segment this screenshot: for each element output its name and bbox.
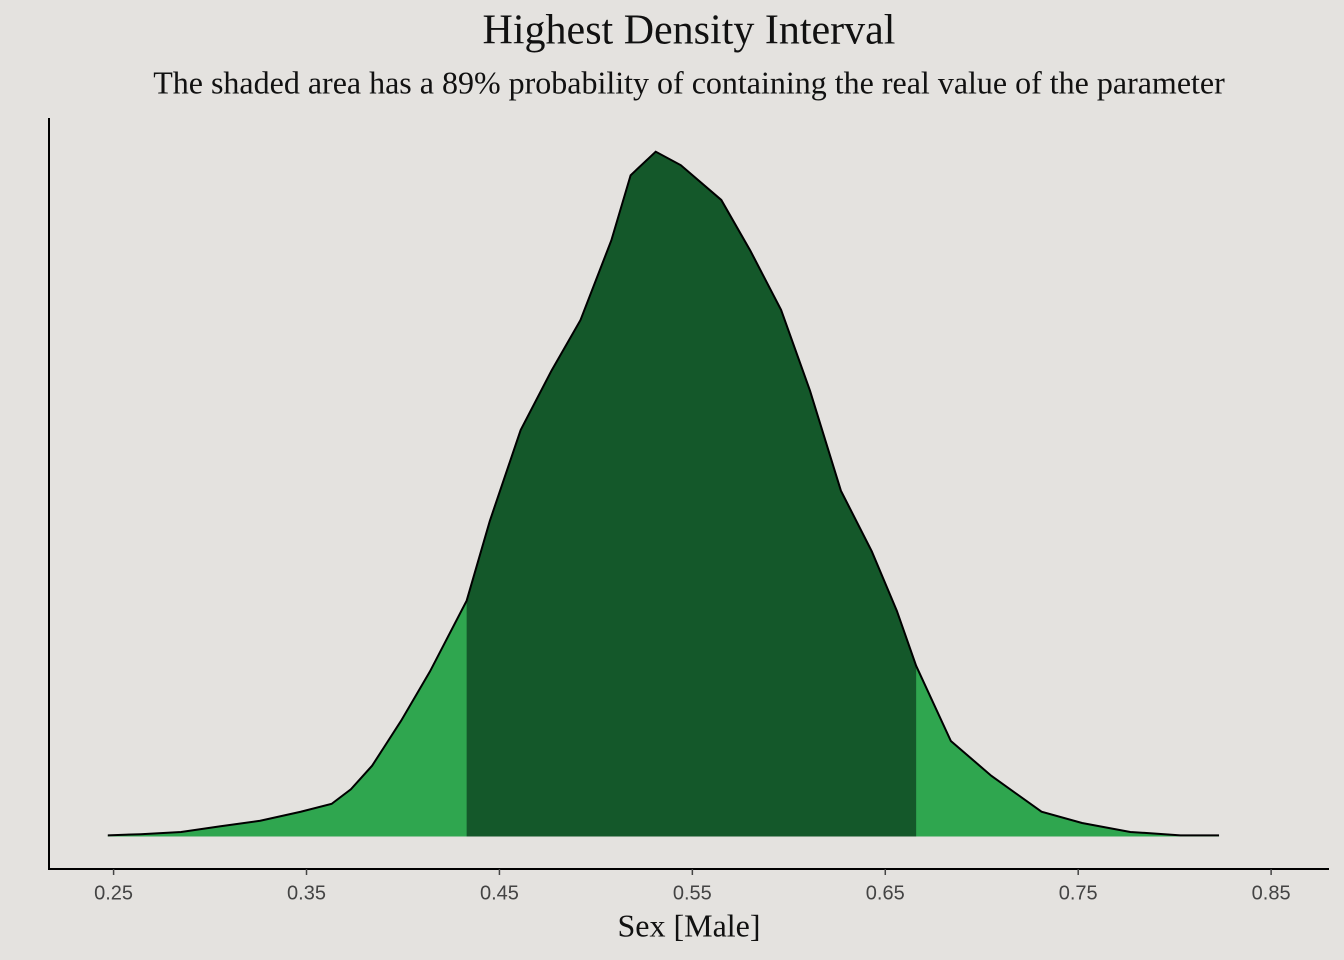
x-tick-label: 0.35 — [287, 882, 326, 904]
x-axis-label: Sex [Male] — [617, 907, 760, 943]
x-tick-label: 0.25 — [94, 882, 133, 904]
hdi-area — [466, 151, 917, 837]
x-tick-label: 0.85 — [1252, 882, 1291, 904]
density-line — [107, 150, 1220, 837]
x-tick-label: 0.45 — [480, 882, 519, 904]
chart-subtitle: The shaded area has a 89% probability of… — [153, 64, 1225, 100]
chart-title: Highest Density Interval — [483, 8, 896, 54]
x-tick-label: 0.75 — [1059, 882, 1098, 904]
x-tick-label: 0.55 — [673, 882, 712, 904]
x-tick-label: 0.65 — [866, 882, 905, 904]
